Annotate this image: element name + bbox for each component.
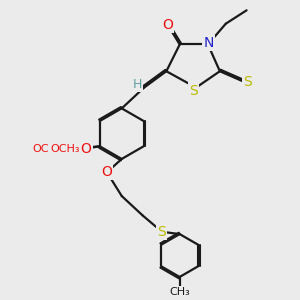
Text: O: O bbox=[81, 142, 92, 155]
Text: H: H bbox=[133, 78, 142, 91]
Text: O: O bbox=[101, 165, 112, 179]
Text: CH₃: CH₃ bbox=[169, 287, 190, 297]
Text: S: S bbox=[243, 75, 252, 88]
Text: S: S bbox=[158, 225, 166, 239]
Text: O: O bbox=[162, 18, 173, 32]
Text: N: N bbox=[203, 36, 214, 50]
Text: S: S bbox=[189, 84, 198, 98]
Text: OCH₃: OCH₃ bbox=[33, 143, 62, 154]
Text: OCH₃: OCH₃ bbox=[50, 143, 80, 154]
